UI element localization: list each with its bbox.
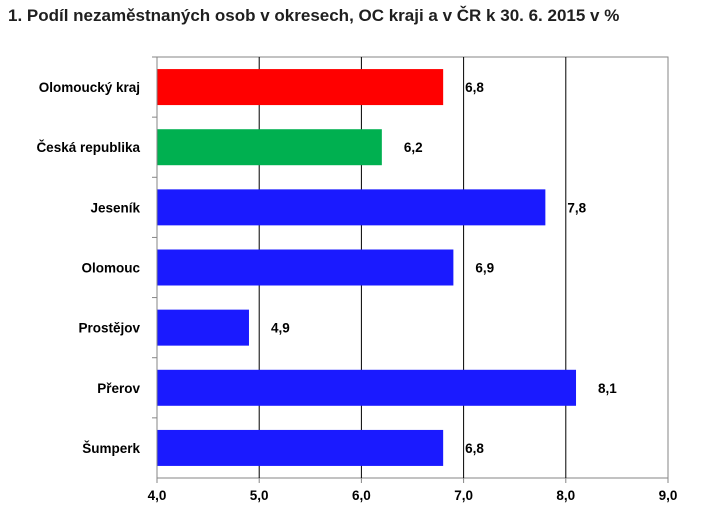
category-label: Šumperk [82, 441, 140, 456]
data-label: 6,8 [465, 80, 484, 95]
labels: Olomoucký kraj 6,8 Česká republika 6,2 Jesen… [36, 80, 617, 456]
x-tick-label: 8,0 [556, 488, 575, 503]
bar [157, 69, 444, 106]
bar [157, 249, 454, 286]
x-tick-label: 5,0 [250, 488, 269, 503]
bar [157, 369, 577, 406]
x-tick-label: 4,0 [148, 488, 167, 503]
x-tick-label: 6,0 [352, 488, 371, 503]
bar [157, 429, 444, 466]
data-label: 8,1 [598, 381, 617, 396]
x-tick-label: 7,0 [454, 488, 473, 503]
data-label: 6,9 [475, 261, 494, 276]
category-label: Olomoucký kraj [39, 80, 140, 95]
category-label: Přerov [97, 381, 140, 396]
bar [157, 309, 249, 346]
bar [157, 189, 546, 226]
data-label: 6,2 [404, 140, 423, 155]
x-tick-label: 9,0 [659, 488, 678, 503]
data-label: 4,9 [271, 321, 290, 336]
bar [157, 129, 382, 166]
bars [157, 69, 577, 466]
category-label: Olomouc [81, 261, 140, 276]
category-label: Jeseník [90, 200, 140, 215]
data-label: 7,8 [567, 200, 586, 215]
data-label: 6,8 [465, 441, 484, 456]
category-label: Prostějov [78, 321, 140, 336]
chart-title: 1. Podíl nezaměstnaných osob v okresech,… [8, 6, 620, 25]
axes: 4,0 5,0 6,0 7,0 8,0 9,0 [148, 56, 678, 503]
category-label: Česká republika [36, 140, 140, 155]
